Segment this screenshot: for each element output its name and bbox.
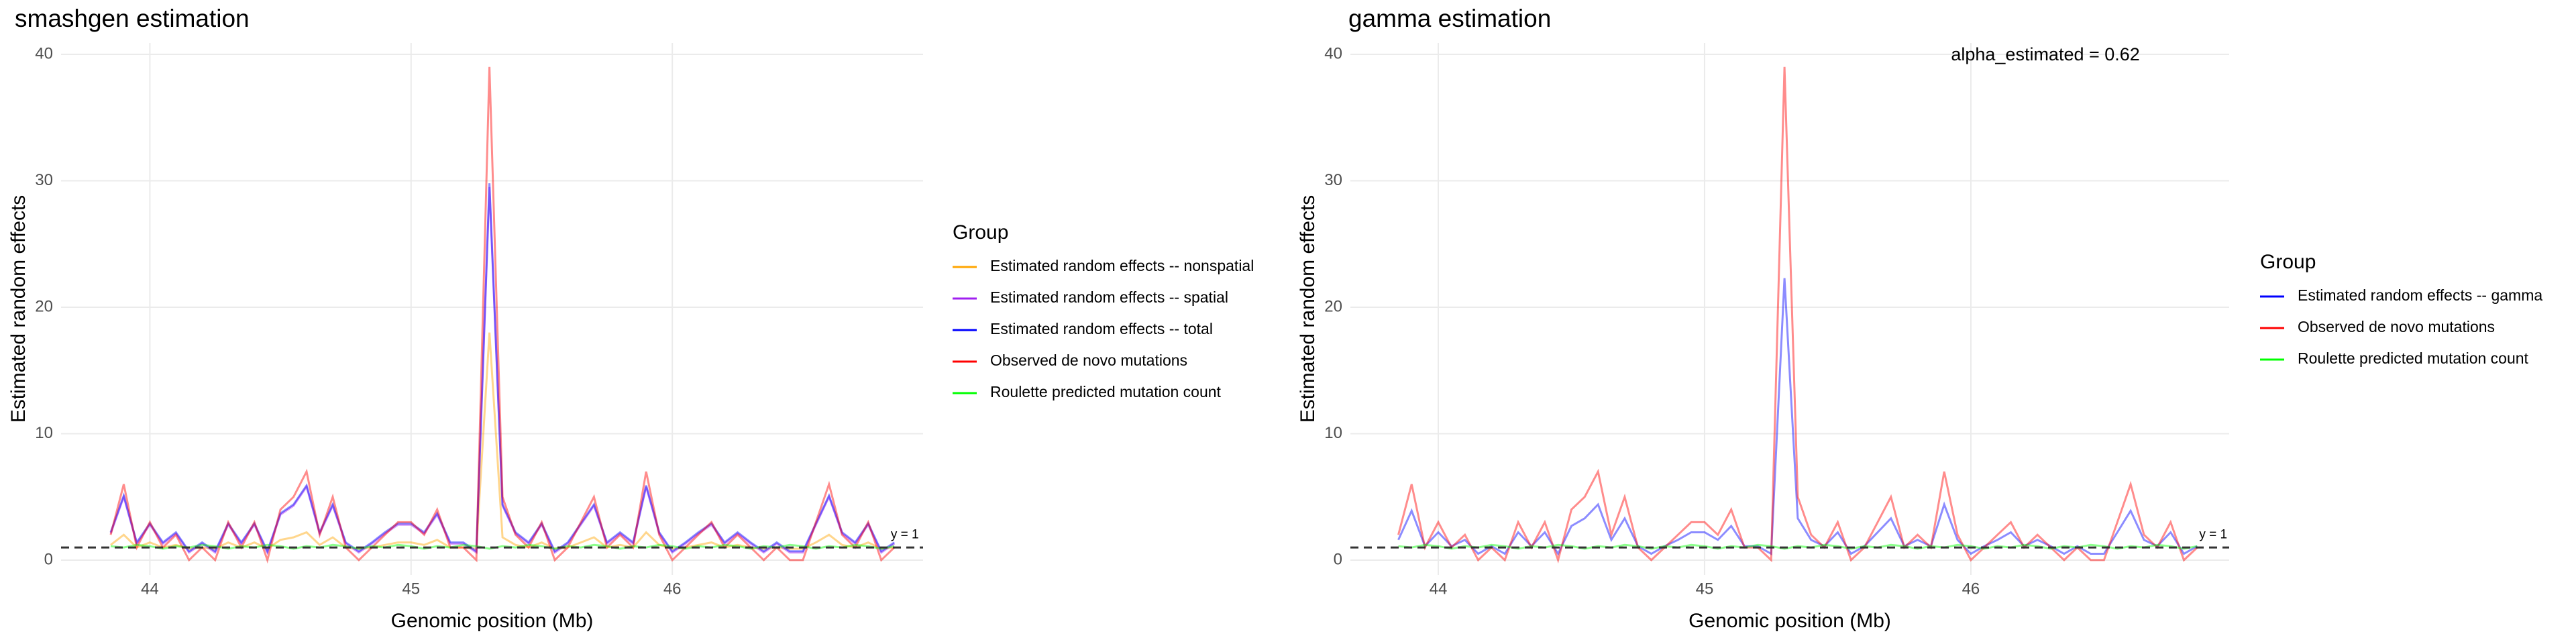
y-axis-title: Estimated random effects <box>7 195 30 423</box>
y-tick-label: 0 <box>44 550 53 568</box>
y-tick-label: 20 <box>35 297 53 315</box>
y-tick-label: 10 <box>35 424 53 442</box>
series-line <box>1397 66 2198 564</box>
y-tick-label: 20 <box>1324 297 1342 315</box>
legend-label: Estimated random effects -- nonspatial <box>990 257 1254 274</box>
legend-label: Observed de novo mutations <box>2298 318 2495 335</box>
legend-label: Roulette predicted mutation count <box>990 383 1222 400</box>
legend-title: Group <box>2260 251 2316 273</box>
y-tick-label: 30 <box>35 171 53 189</box>
x-tick-label: 45 <box>402 580 420 598</box>
series-line <box>110 332 895 550</box>
x-tick-label: 46 <box>663 580 682 598</box>
chart-title: smashgen estimation <box>15 5 250 32</box>
x-tick-label: 45 <box>1696 580 1714 598</box>
y-tick-label: 40 <box>1324 44 1342 62</box>
annotation: alpha_estimated = 0.62 <box>1951 44 2139 64</box>
y-axis-title: Estimated random effects <box>1297 195 1319 423</box>
series-line <box>109 186 896 555</box>
series-line <box>1397 278 2198 556</box>
chart-title: gamma estimation <box>1348 5 1551 32</box>
y-tick-label: 40 <box>35 44 53 62</box>
legend-label: Estimated random effects -- gamma <box>2298 286 2542 304</box>
legend-label: Estimated random effects -- total <box>990 320 1213 337</box>
x-tick-label: 44 <box>141 580 159 598</box>
series-line <box>1398 543 2198 550</box>
x-axis-title: Genomic position (Mb) <box>1688 610 1891 632</box>
annotation: y = 1 <box>891 527 919 541</box>
x-tick-label: 44 <box>1430 580 1448 598</box>
y-tick-label: 30 <box>1324 171 1342 189</box>
series-line <box>109 66 896 564</box>
y-tick-label: 10 <box>1324 424 1342 442</box>
legend-label: Estimated random effects -- spatial <box>990 288 1228 306</box>
legend-label: Roulette predicted mutation count <box>2298 350 2529 367</box>
series-line <box>109 183 896 554</box>
legend-label: Observed de novo mutations <box>990 352 1187 369</box>
annotation: y = 1 <box>2199 527 2227 541</box>
panel: smashgen estimation 0 10 20 30 40 44 45 46 Genomi… <box>7 5 1254 632</box>
series-line <box>110 543 895 550</box>
x-tick-label: 46 <box>1962 580 1980 598</box>
x-axis-title: Genomic position (Mb) <box>391 610 594 632</box>
legend-title: Group <box>953 221 1008 244</box>
y-tick-label: 0 <box>1334 550 1342 568</box>
panel: gamma estimation 0 10 20 30 40 44 45 46 Genomic p… <box>1297 5 2542 632</box>
